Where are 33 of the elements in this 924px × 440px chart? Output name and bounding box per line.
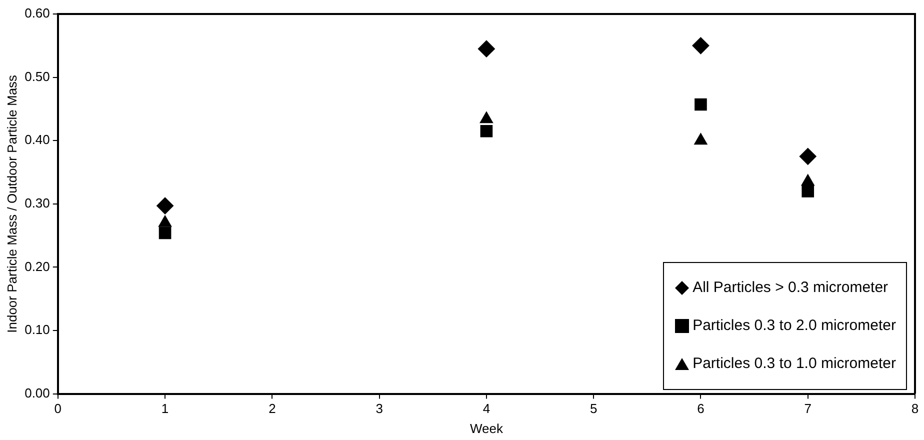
point bbox=[692, 37, 710, 54]
x-tick-label: 0 bbox=[54, 401, 62, 416]
x-tick-label: 3 bbox=[376, 401, 383, 416]
point bbox=[480, 124, 493, 138]
legend-label: Particles 0.3 to 1.0 micrometer bbox=[692, 355, 896, 372]
legend-label: All Particles > 0.3 micrometer bbox=[692, 279, 888, 296]
x-axis-title: Week bbox=[470, 420, 504, 436]
y-tick-label: 0.30 bbox=[24, 195, 50, 210]
y-tick-label: 0.50 bbox=[24, 68, 50, 84]
point bbox=[158, 215, 172, 227]
x-tick-label: 7 bbox=[804, 401, 812, 416]
y-tick-label: 0.10 bbox=[24, 322, 50, 338]
y-tick-label: 0.40 bbox=[24, 132, 50, 148]
x-tick-label: 2 bbox=[268, 401, 276, 416]
point bbox=[801, 174, 814, 186]
x-tick-label: 6 bbox=[697, 401, 704, 416]
y-axis-title: Indoor Particle Mass / Outdoor Particle Mass bbox=[4, 74, 20, 333]
legend-label: Particles 0.3 to 2.0 micrometer bbox=[692, 317, 896, 334]
point bbox=[694, 133, 708, 145]
point bbox=[799, 148, 816, 165]
y-tick-label: 0.60 bbox=[24, 6, 50, 21]
x-tick-label: 1 bbox=[161, 401, 169, 416]
point bbox=[694, 98, 707, 111]
y-tick-label: 0.00 bbox=[24, 385, 50, 400]
x-tick-label: 4 bbox=[482, 401, 490, 416]
point bbox=[802, 185, 814, 198]
y-tick-label: 0.20 bbox=[24, 258, 50, 274]
point bbox=[480, 112, 494, 124]
x-tick-label: 8 bbox=[911, 401, 919, 416]
point bbox=[478, 40, 495, 58]
point bbox=[156, 197, 174, 214]
x-tick-label: 5 bbox=[590, 401, 598, 416]
point bbox=[158, 226, 172, 240]
